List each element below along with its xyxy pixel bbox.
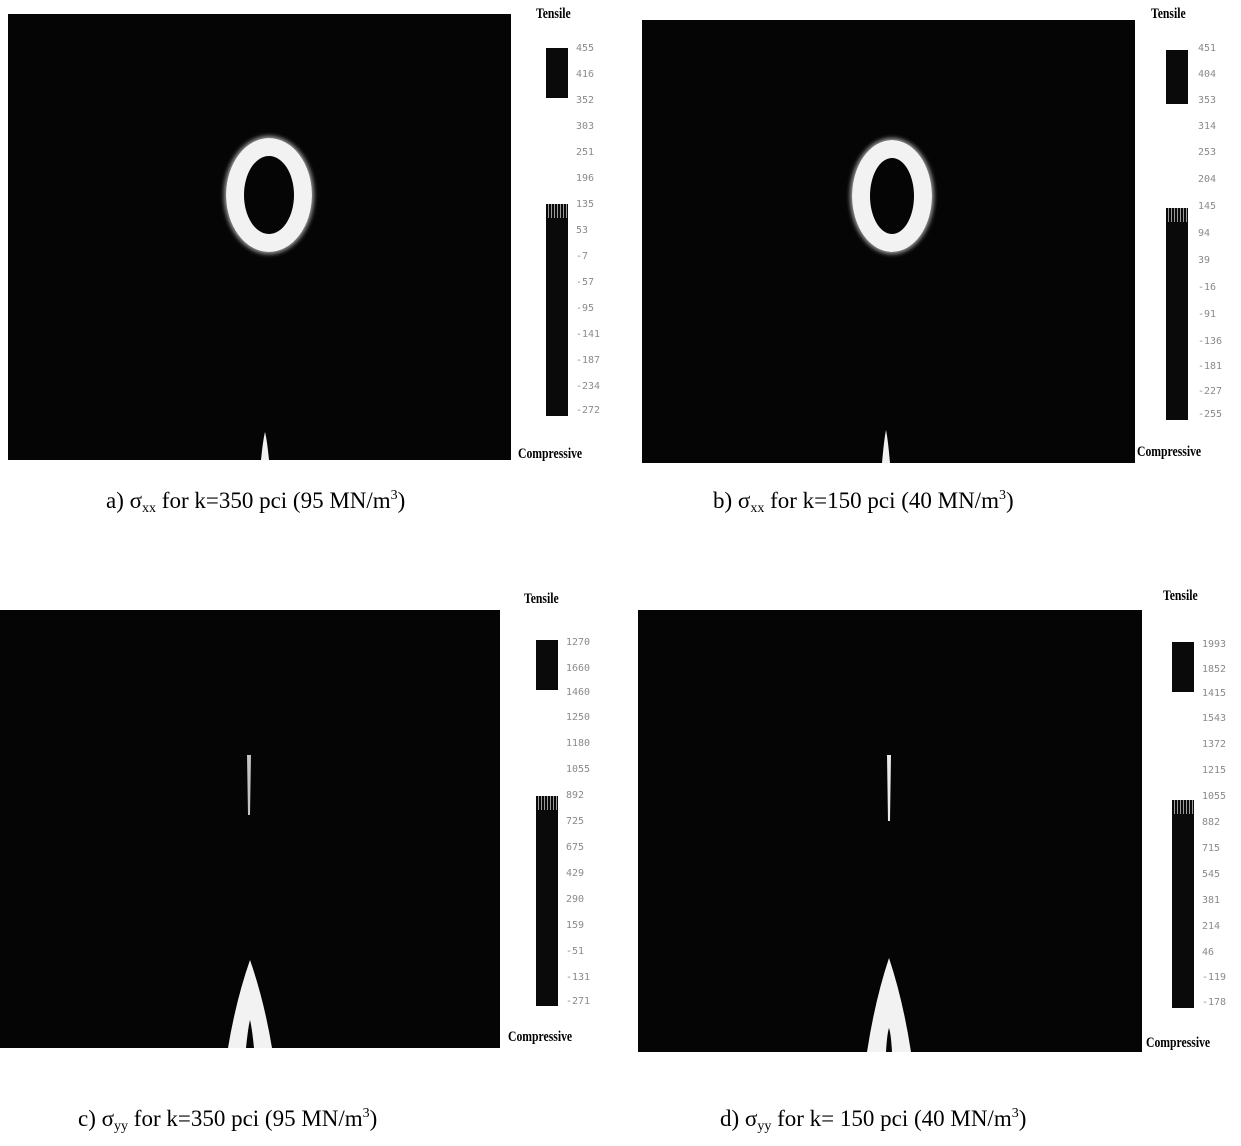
colorbar-tick: 1270 [566, 637, 591, 648]
colorbar-tick: 892 [566, 790, 585, 801]
colorbar-tick: 353 [1198, 95, 1217, 106]
colorbar-b: 451 404 353 314 253 204 145 94 39 -16 -9… [1166, 44, 1241, 420]
colorbar-tick: 196 [576, 173, 595, 184]
colorbar-tick: 253 [1198, 147, 1217, 158]
colorbar-tick: 675 [566, 842, 585, 853]
colorbar-tick: 39 [1198, 255, 1211, 266]
colorbar-c: 1270 1660 1460 1250 1180 1055 892 725 67… [536, 638, 616, 1008]
contour-plot-b [642, 20, 1135, 463]
colorbar-d: 1993 1852 1415 1543 1372 1215 1055 882 7… [1172, 640, 1241, 1010]
colorbar-tick: 314 [1198, 121, 1217, 132]
colorbar-tick: -57 [576, 277, 595, 288]
colorbar-tick: 1415 [1202, 688, 1227, 699]
colorbar-tick: 725 [566, 816, 585, 827]
colorbar-tick: 882 [1202, 817, 1221, 828]
colorbar-tick: -227 [1198, 386, 1223, 397]
colorbar-tick: 1660 [566, 663, 591, 674]
colorbar-tick: 303 [576, 121, 595, 132]
colorbar-tick: 1055 [1202, 791, 1227, 802]
colorbar-tick: 1543 [1202, 713, 1227, 724]
colorbar-tick: -234 [576, 381, 601, 392]
colorbar-tick: 1055 [566, 764, 591, 775]
colorbar-tick: -181 [1198, 361, 1223, 372]
colorbar-tick: -178 [1202, 997, 1227, 1008]
contour-plot-d [638, 610, 1142, 1052]
colorbar-tick: -271 [566, 996, 591, 1007]
colorbar-tick: -95 [576, 303, 595, 314]
colorbar-tick: 135 [576, 199, 595, 210]
caption-c: c) σyy for k=350 pci (95 MN/m3) [78, 1106, 378, 1134]
tensile-streak-contour [247, 755, 251, 815]
colorbar-tick: 1460 [566, 687, 591, 698]
colorbar-tick: 404 [1198, 69, 1217, 80]
caption-d: d) σyy for k= 150 pci (40 MN/m3) [720, 1106, 1027, 1134]
colorbar-tick: -255 [1198, 409, 1223, 420]
tensile-streak-contour [887, 755, 891, 821]
colorbar-tick: -187 [576, 355, 601, 366]
contour-plot-a [8, 14, 511, 460]
colorbar-tick: 214 [1202, 921, 1221, 932]
tensile-label: Tensile [1163, 588, 1198, 604]
colorbar-tick: -131 [566, 972, 591, 983]
compressive-label: Compressive [1146, 1035, 1211, 1051]
tensile-ring-contour [852, 140, 932, 252]
tensile-label: Tensile [1151, 6, 1186, 22]
colorbar-tick: 1852 [1202, 664, 1227, 675]
caption-b: b) σxx for k=150 pci (40 MN/m3) [713, 488, 1014, 516]
colorbar-tick: 204 [1198, 174, 1217, 185]
colorbar-tick: 416 [576, 69, 595, 80]
colorbar-tick: 1180 [566, 738, 591, 749]
compressive-label: Compressive [1137, 444, 1202, 460]
colorbar-tick: 715 [1202, 843, 1221, 854]
tensile-ring-contour [226, 138, 312, 252]
colorbar-tick: 251 [576, 147, 595, 158]
tensile-spike-contour [228, 960, 272, 1048]
tensile-label: Tensile [524, 591, 559, 607]
colorbar-tick: 145 [1198, 201, 1217, 212]
contour-plot-c [0, 610, 500, 1048]
colorbar-tick: 381 [1202, 895, 1221, 906]
tensile-spike-contour [882, 430, 890, 463]
colorbar-tick: -119 [1202, 972, 1227, 983]
compressive-label: Compressive [518, 446, 583, 462]
caption-a: a) σxx for k=350 pci (95 MN/m3) [106, 488, 406, 516]
tensile-spike-contour [261, 432, 269, 460]
colorbar-tick: 1250 [566, 712, 591, 723]
colorbar-tick: -141 [576, 329, 601, 340]
colorbar-tick: 46 [1202, 947, 1215, 958]
colorbar-a: 455 416 352 303 251 196 135 53 -7 -57 -9… [546, 44, 626, 416]
colorbar-tick: 429 [566, 868, 585, 879]
colorbar-tick: -91 [1198, 309, 1217, 320]
colorbar-tick: 352 [576, 95, 595, 106]
colorbar-tick: 53 [576, 225, 589, 236]
colorbar-tick: -272 [576, 405, 601, 416]
colorbar-tick: -136 [1198, 336, 1223, 347]
colorbar-tick: 1372 [1202, 739, 1227, 750]
colorbar-tick: 1215 [1202, 765, 1227, 776]
colorbar-tick: -51 [566, 946, 585, 957]
colorbar-tick: 451 [1198, 43, 1217, 54]
compressive-label: Compressive [508, 1029, 573, 1045]
colorbar-tick: 455 [576, 43, 595, 54]
colorbar-tick: 290 [566, 894, 585, 905]
tensile-spike-contour [867, 958, 911, 1052]
colorbar-tick: -16 [1198, 282, 1217, 293]
colorbar-tick: 545 [1202, 869, 1221, 880]
tensile-label: Tensile [536, 6, 571, 22]
colorbar-tick: -7 [576, 251, 589, 262]
colorbar-tick: 1993 [1202, 639, 1227, 650]
colorbar-tick: 94 [1198, 228, 1211, 239]
colorbar-tick: 159 [566, 920, 585, 931]
